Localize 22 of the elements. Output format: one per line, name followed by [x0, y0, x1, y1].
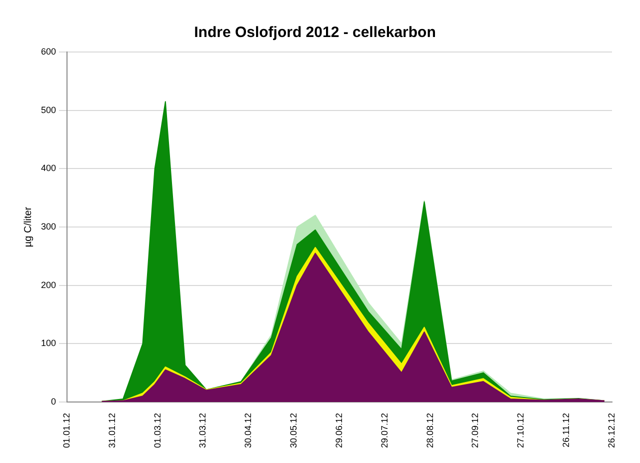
y-tick-label: 300 [40, 221, 56, 232]
x-tick-label: 01.03.12 [152, 412, 162, 448]
x-tick-label: 31.03.12 [198, 412, 208, 448]
x-tick-label: 30.04.12 [243, 412, 254, 448]
y-tick-label: 400 [40, 163, 56, 174]
chart-title: Indre Oslofjord 2012 - cellekarbon [194, 24, 436, 42]
x-tick-label: 29.07.12 [379, 412, 390, 448]
y-tick-label: 200 [40, 280, 56, 290]
x-tick-label: 26.12.12 [606, 412, 616, 448]
x-tick-label: 27.10.12 [516, 412, 526, 448]
x-tick-label: 29.06.12 [334, 412, 344, 448]
y-tick-label: 100 [40, 338, 56, 348]
x-tick-label: 01.01.12 [62, 412, 72, 448]
y-tick-label: 500 [40, 104, 56, 115]
x-tick-label: 27.09.12 [470, 412, 480, 448]
x-tick-label: 30.05.12 [288, 412, 299, 448]
y-tick-label: 600 [40, 46, 56, 56]
x-tick-label: 31.01.12 [106, 412, 117, 448]
y-tick-label: 0 [51, 396, 56, 406]
y-axis-title: µg C/liter [22, 206, 34, 248]
x-tick-label: 28.08.12 [424, 412, 435, 448]
x-tick-label: 26.11.12 [561, 412, 572, 448]
